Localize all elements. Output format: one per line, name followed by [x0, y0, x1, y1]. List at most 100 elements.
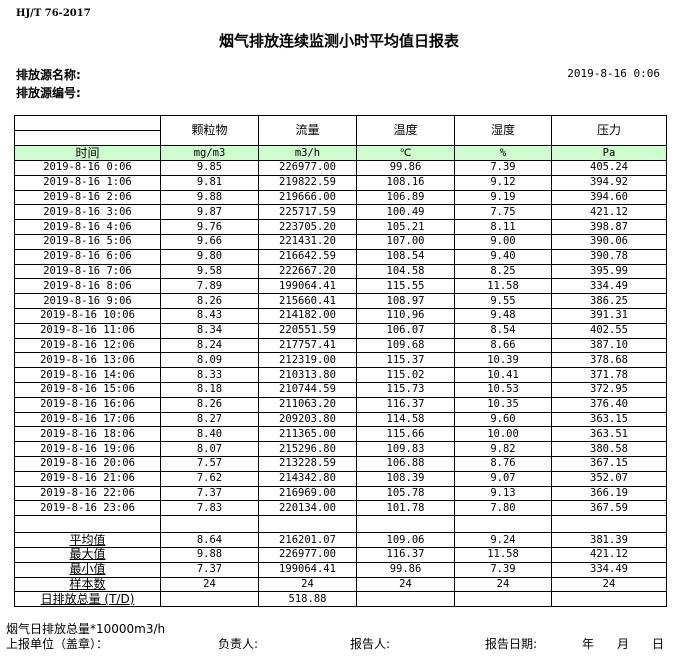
value-cell: 381.39 — [551, 532, 667, 548]
table-row: 2019-8-16 7:06 9.58 222667.20 104.58 8.25 395… — [14, 263, 667, 280]
value-cell: 10.39 — [454, 352, 552, 369]
value-cell: 9.88 — [160, 189, 259, 206]
value-cell: 367.59 — [551, 500, 667, 517]
value-cell: 214182.00 — [258, 307, 357, 324]
value-cell: 199064.41 — [258, 278, 357, 295]
value-cell: 390.06 — [551, 233, 667, 250]
value-cell: 398.87 — [551, 219, 667, 235]
value-cell: 110.96 — [356, 307, 455, 324]
unit-cell: mg/m3 — [160, 145, 259, 161]
day-label: 日 — [652, 637, 665, 651]
value-cell: 376.40 — [551, 396, 667, 413]
time-cell: 2019-8-16 17:06 — [14, 411, 161, 428]
time-cell: 2019-8-16 23:06 — [14, 500, 161, 517]
value-cell: 106.89 — [356, 189, 455, 206]
value-cell: 7.62 — [160, 470, 259, 487]
table-row: 2019-8-16 14:06 8.33 210313.80 115.02 10.41 3… — [14, 367, 667, 383]
value-cell: 217757.41 — [258, 337, 357, 354]
value-cell — [454, 515, 552, 534]
value-cell: 210313.80 — [258, 367, 357, 383]
value-cell: 8.34 — [160, 322, 259, 339]
value-cell: 8.40 — [160, 426, 259, 443]
value-cell: 402.55 — [551, 322, 667, 339]
value-cell: 221431.20 — [258, 233, 357, 250]
time-cell: 2019-8-16 10:06 — [14, 307, 161, 324]
value-cell: 9.58 — [160, 263, 259, 280]
column-header: 压力 — [551, 115, 667, 146]
value-cell: 8.25 — [454, 263, 552, 280]
value-cell: 105.78 — [356, 485, 455, 502]
time-cell: 2019-8-16 22:06 — [14, 485, 161, 502]
column-header: 温度 — [356, 115, 455, 146]
report-title: 烟气排放连续监测小时平均值日报表 — [218, 32, 459, 50]
time-cell: 2019-8-16 0:06 — [14, 160, 161, 176]
value-cell: 378.68 — [551, 352, 667, 369]
report-datetime: 2019-8-16 0:06 — [567, 67, 660, 80]
time-cell — [14, 515, 161, 534]
value-cell: 101.78 — [356, 500, 455, 517]
value-cell: 395.99 — [551, 263, 667, 280]
blank-row — [14, 515, 667, 534]
value-cell: 215296.80 — [258, 441, 357, 457]
value-cell: 9.48 — [454, 307, 552, 324]
value-cell: 223705.20 — [258, 219, 357, 235]
stat-row: 平均值 8.64 216201.07 109.06 9.24 381.39 — [14, 532, 667, 548]
reporter-label: 报告人: — [350, 637, 391, 651]
value-cell: 390.78 — [551, 248, 667, 265]
value-cell: 334.49 — [551, 278, 667, 295]
value-cell: 7.39 — [454, 561, 552, 578]
value-cell: 8.09 — [160, 352, 259, 369]
column-header-row: 颗粒物 流量 温度 湿度 压力 — [14, 115, 667, 146]
time-cell: 2019-8-16 18:06 — [14, 426, 161, 443]
time-cell: 2019-8-16 13:06 — [14, 352, 161, 369]
value-cell: 9.07 — [454, 470, 552, 487]
value-cell: 352.07 — [551, 470, 667, 487]
table-row: 2019-8-16 19:06 8.07 215296.80 109.83 9.82 38… — [14, 441, 667, 457]
value-cell: 100.49 — [356, 204, 455, 221]
value-cell: 213228.59 — [258, 455, 357, 472]
value-cell: 211063.20 — [258, 396, 357, 413]
time-cell: 2019-8-16 4:06 — [14, 219, 161, 235]
value-cell: 215660.41 — [258, 293, 357, 309]
stat-row: 最小值 7.37 199064.41 99.86 7.39 334.49 — [14, 561, 667, 578]
value-cell: 9.85 — [160, 160, 259, 176]
value-cell — [551, 591, 667, 608]
value-cell: 216642.59 — [258, 248, 357, 265]
value-cell: 8.18 — [160, 381, 259, 398]
value-cell: 9.12 — [454, 174, 552, 191]
value-cell: 109.06 — [356, 532, 455, 548]
table-row: 2019-8-16 6:06 9.80 216642.59 108.54 9.40 390… — [14, 248, 667, 265]
value-cell: 363.15 — [551, 411, 667, 428]
value-cell: 8.26 — [160, 293, 259, 309]
unit-cell: ℃ — [356, 145, 455, 161]
value-cell — [160, 515, 259, 534]
value-cell: 8.11 — [454, 219, 552, 235]
value-cell: 8.43 — [160, 307, 259, 324]
value-cell: 107.00 — [356, 233, 455, 250]
value-cell: 8.54 — [454, 322, 552, 339]
value-cell: 106.88 — [356, 455, 455, 472]
value-cell: 108.97 — [356, 293, 455, 309]
table-row: 2019-8-16 20:06 7.57 213228.59 106.88 8.76 36… — [14, 455, 667, 472]
value-cell: 9.82 — [454, 441, 552, 457]
value-cell: 211365.00 — [258, 426, 357, 443]
value-cell: 219822.59 — [258, 174, 357, 191]
value-cell: 8.76 — [454, 455, 552, 472]
value-cell: 9.24 — [454, 532, 552, 548]
manager-label: 负责人: — [218, 637, 259, 651]
value-cell: 366.19 — [551, 485, 667, 502]
value-cell: 209203.80 — [258, 411, 357, 428]
month-label: 月 — [617, 637, 630, 651]
table-row: 2019-8-16 21:06 7.62 214342.80 108.39 9.07 35… — [14, 470, 667, 487]
value-cell: 7.80 — [454, 500, 552, 517]
stat-row: 最大值 9.88 226977.00 116.37 11.58 421.12 — [14, 546, 667, 563]
value-cell: 115.02 — [356, 367, 455, 383]
value-cell: 222667.20 — [258, 263, 357, 280]
value-cell: 9.40 — [454, 248, 552, 265]
table-row: 2019-8-16 0:06 9.85 226977.00 99.86 7.39 405.… — [14, 160, 667, 176]
value-cell: 8.26 — [160, 396, 259, 413]
column-header: 流量 — [258, 115, 357, 146]
table-row: 2019-8-16 3:06 9.87 225717.59 100.49 7.75 421… — [14, 204, 667, 221]
reporting-unit-label: 上报单位（盖章）： — [6, 637, 109, 651]
value-cell: 24 — [356, 576, 455, 593]
